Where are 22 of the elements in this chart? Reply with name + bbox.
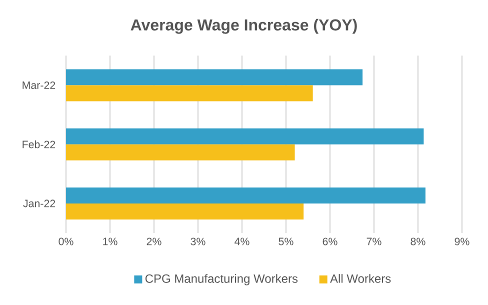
bar	[66, 144, 295, 160]
x-tick-label: 5%	[278, 238, 294, 246]
x-tick-label: 2%	[146, 238, 162, 246]
x-tick-label: 1%	[103, 238, 118, 246]
legend-label: CPG Manufacturing Workers	[145, 274, 298, 286]
bar	[66, 85, 313, 102]
bar	[66, 69, 363, 86]
x-tick-label: 7%	[366, 238, 382, 246]
bar	[66, 128, 424, 144]
x-tick-label: 9%	[454, 238, 470, 246]
y-tick-label: Mar-22	[22, 81, 56, 90]
x-tick-label: 6%	[322, 238, 338, 246]
x-tick-label: 8%	[410, 238, 426, 246]
bar	[66, 187, 426, 204]
bar	[66, 203, 304, 220]
legend-label: All Workers	[330, 274, 391, 283]
y-tick-label: Jan-22	[23, 200, 56, 208]
x-tick-label: 4%	[234, 238, 250, 246]
x-tick-label: 3%	[190, 238, 206, 246]
y-tick-label: Feb-22	[22, 140, 56, 148]
chart-title: Average Wage Increase (YOY)	[130, 18, 357, 34]
x-tick-label: 0%	[58, 238, 74, 246]
